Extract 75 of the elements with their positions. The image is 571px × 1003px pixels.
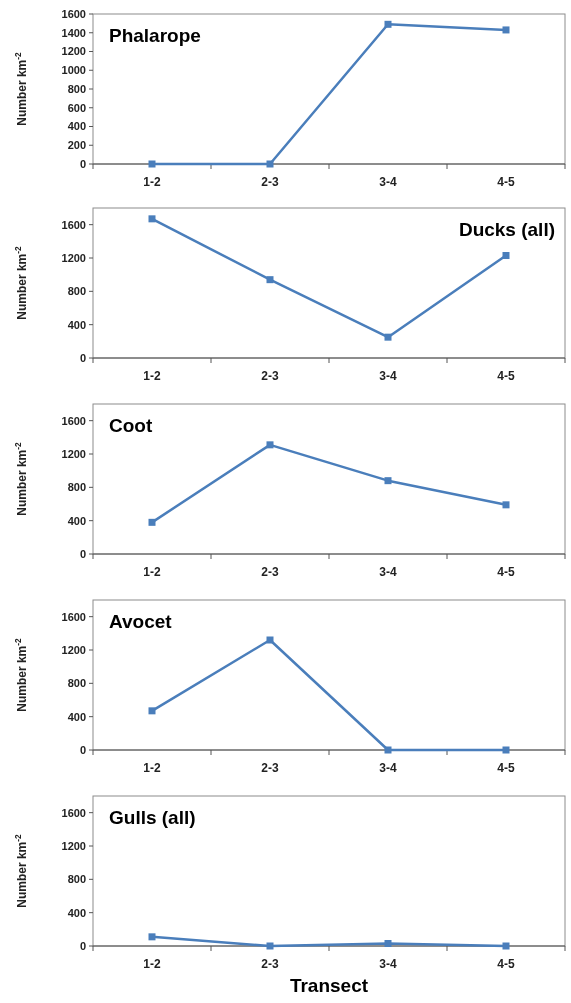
x-tick-label: 1-2 [143, 565, 161, 579]
point [266, 276, 274, 284]
y-tick-label: 1000 [61, 64, 86, 77]
x-tick-label: 3-4 [379, 369, 397, 383]
y-tick-label: 0 [79, 157, 86, 170]
x-tick-label: 3-4 [379, 175, 397, 189]
x-tick-label: 4-5 [497, 175, 515, 189]
y-tick-label: 1600 [61, 610, 86, 623]
y-tick-label: 800 [67, 481, 86, 494]
y-tick-label: 800 [67, 677, 86, 690]
x-tick-label: 4-5 [497, 761, 515, 775]
x-tick-label: 1-2 [143, 369, 161, 383]
point [384, 477, 392, 485]
point [266, 636, 274, 644]
x-axis-title: Transect [289, 975, 369, 996]
y-tick-label: 800 [67, 873, 86, 886]
point [384, 940, 392, 947]
point [502, 252, 510, 259]
x-tick-label: 3-4 [379, 565, 397, 579]
y-tick-label: 1200 [61, 447, 86, 460]
x-tick-label: 1-2 [143, 175, 161, 189]
y-tick-label: 1600 [61, 218, 86, 231]
y-tick-label: 1400 [61, 26, 86, 39]
point [502, 26, 510, 34]
point [502, 746, 510, 754]
point [266, 441, 274, 449]
x-tick-label: 3-4 [379, 761, 397, 775]
point [384, 20, 392, 28]
x-tick-label: 2-3 [261, 761, 279, 775]
y-tick-label: 400 [67, 318, 86, 331]
text: Coot [109, 415, 153, 436]
y-tick-label: 400 [67, 710, 86, 723]
text: Ducks (all) [458, 219, 555, 240]
x-tick-label: 4-5 [497, 565, 515, 579]
point [502, 501, 510, 509]
y-tick-label: 600 [67, 101, 86, 114]
y-tick-label: 1200 [61, 643, 86, 656]
y-tick-label: 200 [67, 139, 86, 152]
x-tick-label: 1-2 [143, 761, 161, 775]
point [502, 942, 510, 950]
point [148, 160, 156, 168]
point [148, 215, 156, 223]
point [384, 746, 392, 754]
x-tick-label: 3-4 [379, 957, 397, 971]
x-tick-label: 2-3 [261, 565, 279, 579]
x-tick-label: 2-3 [261, 957, 279, 971]
y-tick-label: 400 [67, 906, 86, 919]
y-tick-label: 400 [67, 120, 86, 133]
x-tick-label: 4-5 [497, 369, 515, 383]
y-tick-label: 1200 [61, 45, 86, 58]
point [266, 160, 274, 168]
y-tick-label: 1600 [61, 414, 86, 427]
y-tick-label: 0 [79, 351, 86, 364]
y-tick-label: 0 [79, 743, 86, 756]
y-tick-label: 800 [67, 82, 86, 95]
y-tick-label: 1600 [61, 806, 86, 819]
y-tick-label: 400 [67, 514, 86, 527]
x-tick-label: 4-5 [497, 957, 515, 971]
point [148, 933, 156, 941]
x-tick-label: 2-3 [261, 175, 279, 189]
point [266, 942, 274, 950]
x-tick-label: 2-3 [261, 369, 279, 383]
text: Phalarope [109, 25, 201, 46]
y-tick-label: 0 [79, 547, 86, 560]
y-tick-label: 800 [67, 285, 86, 298]
point [148, 518, 156, 526]
y-tick-label: 0 [79, 939, 86, 952]
point [148, 707, 156, 715]
text: Avocet [109, 611, 173, 632]
x-tick-label: 1-2 [143, 957, 161, 971]
y-tick-label: 1200 [61, 251, 86, 264]
y-tick-label: 1600 [61, 7, 86, 20]
text: Gulls (all) [109, 807, 196, 828]
y-tick-label: 1200 [61, 839, 86, 852]
point [384, 333, 392, 341]
